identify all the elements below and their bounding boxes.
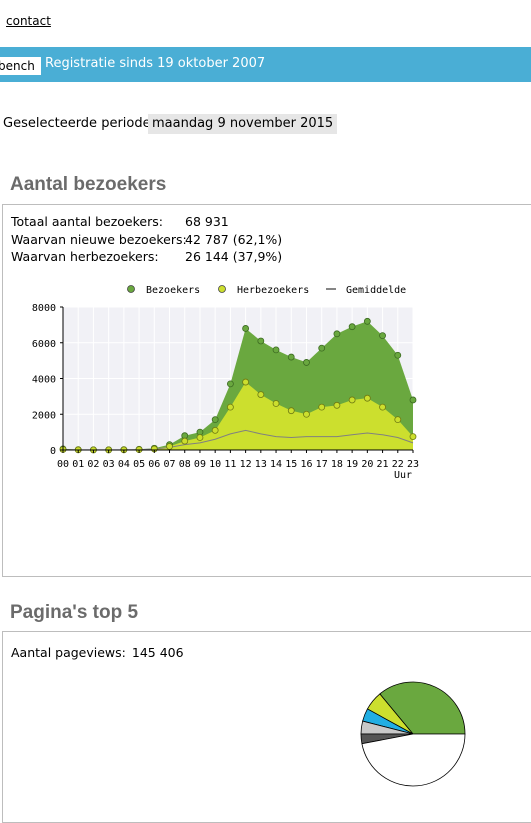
point-herbezoekers	[226, 403, 234, 411]
point-bezoekers	[272, 346, 280, 354]
point-bezoekers	[257, 337, 265, 345]
legend-marker	[127, 285, 135, 293]
x-tick-label: 18	[331, 459, 343, 470]
registration-text: Registratie sinds 19 oktober 2007	[45, 56, 266, 71]
period-label: Geselecteerde periode:	[3, 116, 155, 131]
legend-label: Herbezoekers	[237, 285, 309, 296]
x-tick-label: 11	[224, 459, 236, 470]
point-herbezoekers	[272, 400, 280, 407]
x-tick-label: 20	[361, 459, 373, 470]
stat-value: 26 144 (37,9%)	[185, 249, 283, 264]
period-selector[interactable]: maandag 9 november 2015	[148, 114, 338, 134]
point-herbezoekers	[303, 410, 310, 418]
stat-row-total: Totaal aantal bezoekers: 68 931	[11, 213, 282, 231]
point-bezoekers	[348, 323, 356, 331]
point-herbezoekers	[394, 416, 402, 424]
x-tick-label: 14	[270, 459, 282, 470]
visitors-title: Aantal bezoekers	[10, 174, 167, 195]
x-tick-label: 07	[163, 459, 175, 470]
point-bezoekers	[394, 351, 402, 359]
point-bezoekers	[211, 416, 219, 424]
visitors-panel: Totaal aantal bezoekers: 68 931 Waarvan n…	[2, 204, 531, 577]
point-herbezoekers	[257, 391, 265, 398]
point-bezoekers	[409, 396, 417, 404]
x-tick-label: 06	[148, 459, 160, 470]
legend-marker	[218, 285, 226, 293]
point-bezoekers	[333, 330, 341, 338]
x-tick-label: 15	[285, 459, 297, 470]
stat-value: 68 931	[185, 214, 229, 229]
point-herbezoekers	[363, 394, 371, 402]
point-herbezoekers	[348, 396, 356, 404]
x-tick-label: 13	[255, 459, 267, 470]
x-axis-label: Uur	[394, 470, 412, 481]
point-herbezoekers	[211, 426, 219, 434]
y-tick-label: 2000	[32, 410, 56, 421]
pageviews: Aantal pageviews: 145 406	[11, 645, 184, 660]
point-herbezoekers	[318, 403, 326, 411]
x-tick-label: 02	[87, 459, 99, 470]
pageviews-label: Aantal pageviews:	[11, 645, 126, 660]
x-tick-label: 04	[118, 459, 130, 470]
x-tick-label: 23	[407, 459, 419, 470]
x-tick-label: 09	[194, 459, 206, 470]
point-bezoekers	[303, 359, 310, 366]
pages-title: Pagina's top 5	[10, 602, 139, 623]
point-herbezoekers	[242, 378, 250, 386]
x-tick-label: 05	[133, 459, 145, 470]
stat-row-returning: Waarvan herbezoekers: 26 144 (37,9%)	[11, 248, 282, 266]
y-tick-label: 0	[50, 446, 56, 457]
point-bezoekers	[318, 344, 326, 352]
point-bezoekers	[242, 325, 250, 332]
x-tick-label: 16	[300, 459, 312, 470]
legend-label: Bezoekers	[146, 285, 200, 296]
contact-link[interactable]: contact	[6, 14, 51, 28]
point-herbezoekers	[166, 443, 173, 450]
point-herbezoekers	[181, 437, 189, 445]
x-tick-label: 10	[209, 459, 221, 470]
visitors-stats: Totaal aantal bezoekers: 68 931 Waarvan n…	[11, 213, 282, 266]
point-herbezoekers	[409, 433, 417, 440]
x-tick-label: 01	[72, 459, 84, 470]
stat-label: Waarvan nieuwe bezoekers:	[11, 231, 187, 247]
point-bezoekers	[226, 380, 234, 388]
x-tick-label: 22	[392, 459, 404, 470]
stat-value: 42 787 (62,1%)	[185, 231, 283, 247]
y-tick-label: 8000	[32, 303, 56, 314]
stat-label: Totaal aantal bezoekers:	[11, 214, 163, 229]
stat-label: Waarvan herbezoekers:	[11, 249, 159, 264]
point-herbezoekers	[196, 434, 204, 441]
y-tick-label: 6000	[32, 339, 56, 350]
point-bezoekers	[287, 353, 295, 361]
bench-tab[interactable]: bench	[0, 57, 41, 75]
point-herbezoekers	[287, 407, 295, 415]
x-tick-label: 00	[57, 459, 69, 470]
top-bar: bench Registratie sinds 19 oktober 2007	[0, 47, 531, 82]
x-tick-label: 19	[346, 459, 358, 470]
pages-pie-chart	[360, 681, 466, 787]
pie-slice	[361, 733, 466, 787]
x-tick-label: 17	[316, 459, 328, 470]
x-tick-label: 03	[103, 459, 115, 470]
legend-label: Gemiddelde	[346, 285, 406, 296]
point-bezoekers	[379, 332, 386, 340]
pie-slice	[379, 681, 466, 735]
point-herbezoekers	[379, 403, 386, 411]
stat-row-new: Waarvan nieuwe bezoekers:42 787 (62,1%)	[11, 231, 282, 249]
x-tick-label: 12	[240, 459, 252, 470]
x-tick-label: 21	[377, 459, 389, 470]
point-bezoekers	[363, 317, 371, 325]
y-tick-label: 4000	[32, 375, 56, 386]
point-herbezoekers	[333, 401, 341, 409]
x-tick-label: 08	[179, 459, 191, 470]
series-area-herbezoekers	[63, 382, 413, 450]
pages-panel: Aantal pageviews: 145 406	[2, 631, 531, 823]
pageviews-value: 145 406	[131, 645, 184, 660]
